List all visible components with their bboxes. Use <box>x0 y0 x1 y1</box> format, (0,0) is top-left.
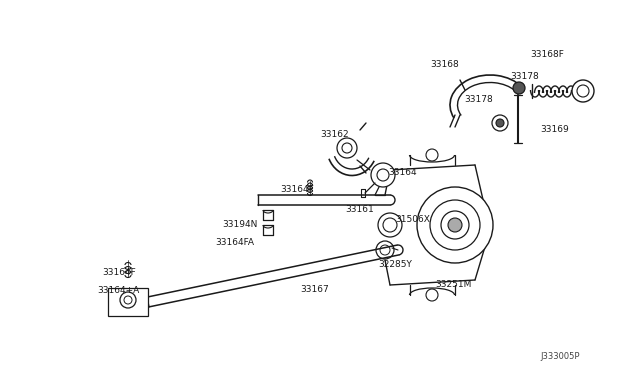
Text: 33168F: 33168F <box>530 50 564 59</box>
Circle shape <box>378 213 402 237</box>
Circle shape <box>577 85 589 97</box>
Circle shape <box>492 115 508 131</box>
Text: 33178: 33178 <box>510 72 539 81</box>
Circle shape <box>441 211 469 239</box>
Text: 31506X: 31506X <box>395 215 430 224</box>
Text: 33162: 33162 <box>320 130 349 139</box>
Text: 33164F: 33164F <box>102 268 136 277</box>
Text: 33168: 33168 <box>430 60 459 69</box>
Text: J333005P: J333005P <box>540 352 579 361</box>
Circle shape <box>371 163 395 187</box>
Circle shape <box>426 289 438 301</box>
Text: 32285Y: 32285Y <box>378 260 412 269</box>
Circle shape <box>380 245 390 255</box>
Text: 33161: 33161 <box>345 205 374 214</box>
Text: 33164FA: 33164FA <box>215 238 254 247</box>
Circle shape <box>426 149 438 161</box>
Circle shape <box>383 218 397 232</box>
Text: 33164F: 33164F <box>280 185 314 194</box>
Circle shape <box>342 143 352 153</box>
Bar <box>108 288 148 316</box>
Circle shape <box>124 296 132 304</box>
Circle shape <box>337 138 357 158</box>
Circle shape <box>376 241 394 259</box>
Text: 33251M: 33251M <box>435 280 472 289</box>
Text: 33169: 33169 <box>540 125 569 134</box>
Circle shape <box>496 119 504 127</box>
Text: 33194N: 33194N <box>222 220 257 229</box>
Text: 33164+A: 33164+A <box>97 286 140 295</box>
Text: 33164: 33164 <box>388 168 417 177</box>
Circle shape <box>377 169 389 181</box>
Circle shape <box>120 292 136 308</box>
Text: 33167: 33167 <box>300 285 329 294</box>
Text: 33178: 33178 <box>464 95 493 104</box>
Circle shape <box>430 200 480 250</box>
Circle shape <box>572 80 594 102</box>
Circle shape <box>513 82 525 94</box>
Circle shape <box>417 187 493 263</box>
Circle shape <box>448 218 462 232</box>
